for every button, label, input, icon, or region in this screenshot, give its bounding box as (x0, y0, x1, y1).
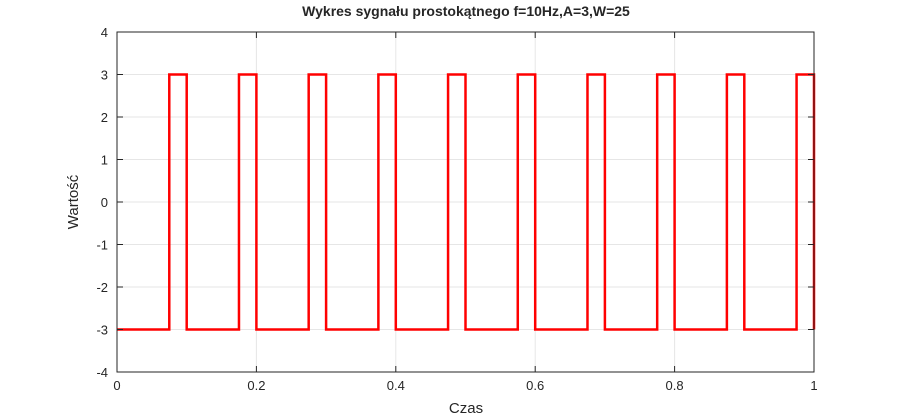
series-layer (117, 73, 816, 331)
y-tick-label: 3 (101, 68, 108, 83)
ticks: 0 0.2 0.4 0.6 0.8 1 -4 -3 -2 -1 0 1 2 3 4 (96, 25, 817, 393)
x-tick-label: 0.2 (247, 378, 265, 393)
y-tick-label: 0 (101, 195, 108, 210)
x-tick-label: 1 (810, 378, 817, 393)
x-axis-label: Czas (449, 400, 483, 417)
x-tick-label: 0 (113, 378, 120, 393)
y-tick-label: -1 (96, 238, 108, 253)
series-line (117, 73, 816, 331)
x-tick-label: 0.4 (387, 378, 405, 393)
y-tick-label: -3 (96, 323, 108, 338)
y-tick-label: 2 (101, 110, 108, 125)
chart-title: Wykres sygnału prostokątnego f=10Hz,A=3,… (302, 3, 630, 19)
y-axis-label: Wartość (65, 174, 82, 229)
y-tick-label: -2 (96, 280, 108, 295)
x-tick-label: 0.8 (666, 378, 684, 393)
y-tick-label: 4 (101, 25, 108, 40)
y-tick-label: -4 (96, 365, 108, 380)
x-tick-label: 0.6 (526, 378, 544, 393)
y-tick-label: 1 (101, 153, 108, 168)
